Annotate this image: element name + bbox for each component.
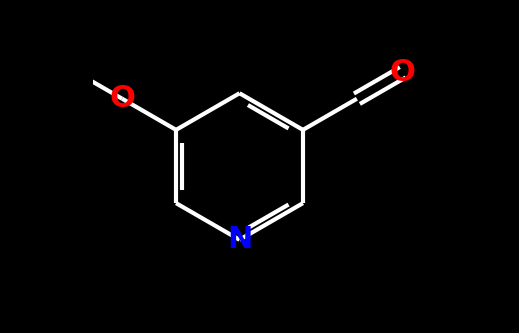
Text: O: O xyxy=(390,58,416,87)
Text: N: N xyxy=(227,225,252,254)
Text: O: O xyxy=(109,84,135,113)
